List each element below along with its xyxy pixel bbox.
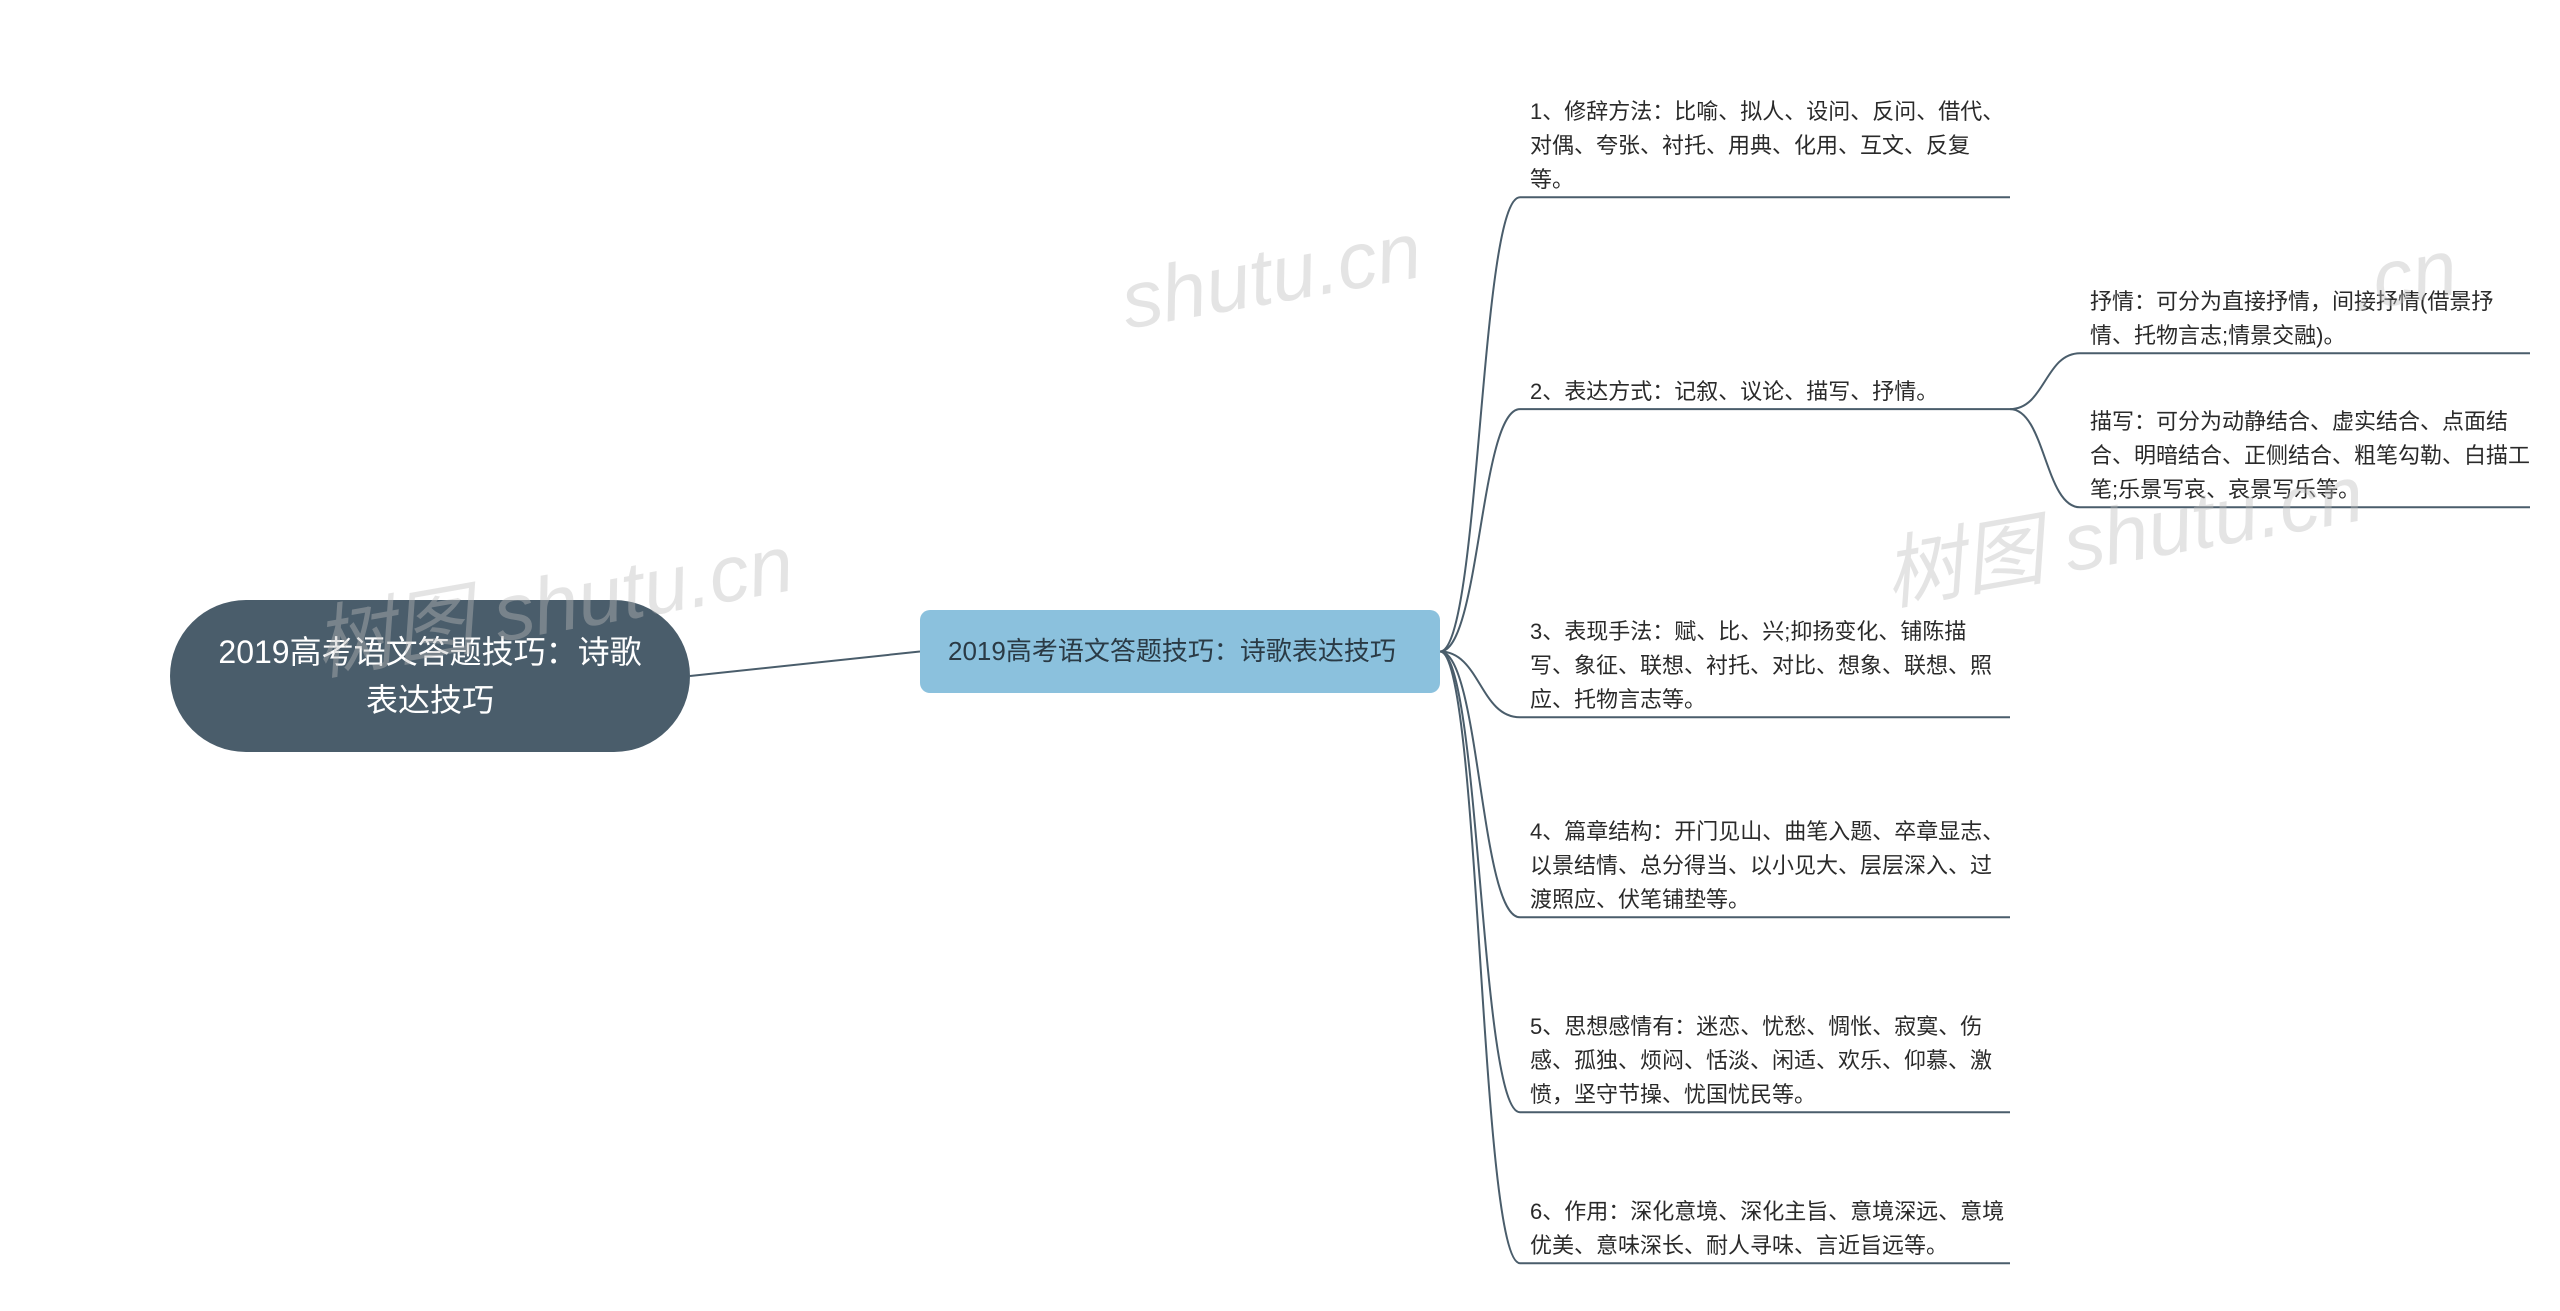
root-label: 2019高考语文答题技巧：诗歌表达技巧 [218,634,641,718]
root-node[interactable]: 2019高考语文答题技巧：诗歌表达技巧 [170,600,690,752]
leaf-3[interactable]: 3、表现手法：赋、比、兴;抑扬变化、铺陈描写、象征、联想、衬托、对比、想象、联想… [1530,615,2010,717]
leaf-1[interactable]: 1、修辞方法：比喻、拟人、设问、反问、借代、对偶、夸张、衬托、用典、化用、互文、… [1530,95,2010,197]
leaf-6[interactable]: 6、作用：深化意境、深化主旨、意境深远、意境优美、意味深长、耐人寻味、言近旨远等… [1530,1195,2010,1263]
level1-node[interactable]: 2019高考语文答题技巧：诗歌表达技巧 [920,610,1440,693]
leaf-4-text: 4、篇章结构：开门见山、曲笔入题、卒章显志、以景结情、总分得当、以小见大、层层深… [1530,819,2004,912]
leaf-2-child-1[interactable]: 抒情：可分为直接抒情，间接抒情(借景抒情、托物言志;情景交融)。 [2090,285,2530,353]
leaf-2-text: 2、表达方式：记叙、议论、描写、抒情。 [1530,379,1938,404]
leaf-2-child-2-text: 描写：可分为动静结合、虚实结合、点面结合、明暗结合、正侧结合、粗笔勾勒、白描工笔… [2090,409,2530,502]
level1-label: 2019高考语文答题技巧：诗歌表达技巧 [948,636,1396,666]
leaf-4[interactable]: 4、篇章结构：开门见山、曲笔入题、卒章显志、以景结情、总分得当、以小见大、层层深… [1530,815,2010,917]
leaf-6-text: 6、作用：深化意境、深化主旨、意境深远、意境优美、意味深长、耐人寻味、言近旨远等… [1530,1199,2004,1258]
leaf-2-child-2[interactable]: 描写：可分为动静结合、虚实结合、点面结合、明暗结合、正侧结合、粗笔勾勒、白描工笔… [2090,405,2530,507]
leaf-3-text: 3、表现手法：赋、比、兴;抑扬变化、铺陈描写、象征、联想、衬托、对比、想象、联想… [1530,619,1992,712]
leaf-2-child-1-text: 抒情：可分为直接抒情，间接抒情(借景抒情、托物言志;情景交融)。 [2090,289,2493,348]
leaf-1-text: 1、修辞方法：比喻、拟人、设问、反问、借代、对偶、夸张、衬托、用典、化用、互文、… [1530,99,2004,192]
watermark-2: shutu.cn [1114,204,1428,347]
leaf-5[interactable]: 5、思想感情有：迷恋、忧愁、惆怅、寂寞、伤感、孤独、烦闷、恬淡、闲适、欢乐、仰慕… [1530,1010,2010,1112]
leaf-2[interactable]: 2、表达方式：记叙、议论、描写、抒情。 [1530,375,2010,409]
leaf-5-text: 5、思想感情有：迷恋、忧愁、惆怅、寂寞、伤感、孤独、烦闷、恬淡、闲适、欢乐、仰慕… [1530,1014,1992,1107]
